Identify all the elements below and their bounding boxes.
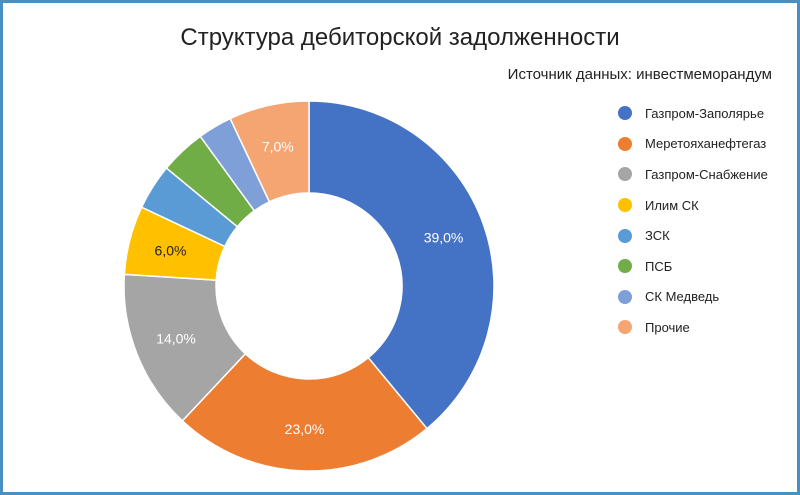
chart-title: Структура дебиторской задолженности — [180, 24, 620, 51]
legend-label: Илим СК — [645, 197, 699, 213]
legend-item: Илим СК — [618, 190, 768, 221]
legend-item: Газпром-Заполярье — [618, 98, 768, 129]
chart-subtitle: Источник данных: инвестмеморандум — [507, 66, 772, 83]
slice-data-label: 14,0% — [156, 331, 196, 347]
legend-label: Прочие — [645, 319, 690, 335]
donut-slice — [181, 352, 428, 472]
legend-item: СК Медведь — [618, 282, 768, 313]
legend-marker — [618, 289, 632, 304]
legend-label: Газпром-Заполярье — [645, 105, 765, 121]
legend-marker — [618, 320, 632, 335]
legend-marker — [618, 136, 632, 151]
legend-item: ПСБ — [618, 251, 768, 282]
legend-item: ЗСК — [618, 220, 768, 251]
legend-marker — [618, 106, 632, 121]
legend-item: Прочие — [618, 312, 768, 343]
legend-marker — [618, 228, 632, 243]
legend-item: Меретояханефтегаз — [618, 129, 768, 160]
legend-item: Газпром-Снабжение — [618, 159, 768, 190]
slice-data-label: 39,0% — [424, 230, 464, 246]
slice-data-label: 7,0% — [262, 138, 294, 154]
donut-slice — [308, 100, 495, 430]
chart-legend: Газпром-Заполярье Меретояханефтегаз Газпро… — [618, 98, 768, 343]
slice-data-label: 23,0% — [285, 421, 325, 437]
legend-label: Меретояханефтегаз — [645, 136, 767, 152]
legend-label: Газпром-Снабжение — [645, 166, 768, 182]
legend-marker — [618, 259, 632, 274]
donut-slice — [229, 100, 310, 203]
slice-data-label: 6,0% — [155, 242, 187, 258]
legend-marker — [618, 167, 632, 182]
legend-label: СК Медведь — [645, 289, 720, 305]
legend-label: ЗСК — [645, 228, 670, 244]
legend-label: ПСБ — [645, 258, 673, 274]
legend-marker — [618, 198, 632, 213]
